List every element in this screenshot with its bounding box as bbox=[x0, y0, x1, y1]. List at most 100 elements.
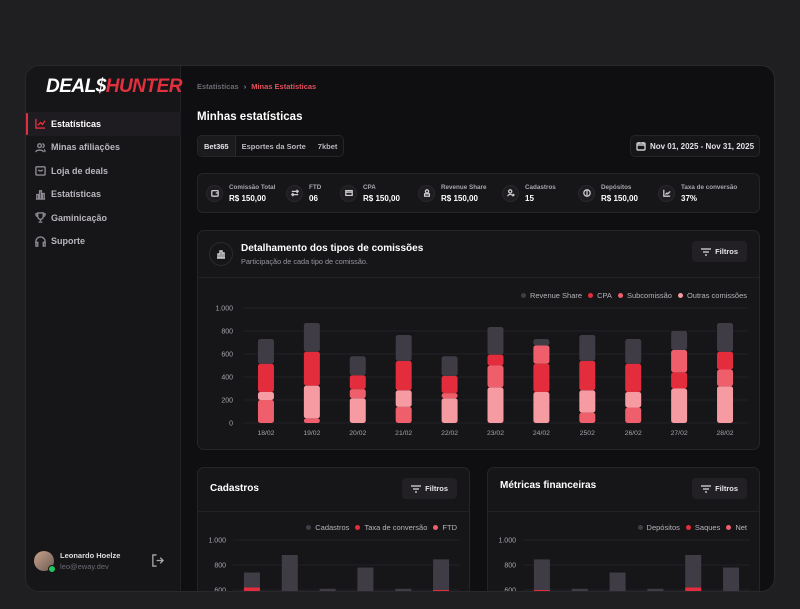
sidebar-nav: Estatísticas Minas afiliações Loja de de… bbox=[26, 112, 181, 253]
bar-segment-sub bbox=[487, 365, 504, 388]
bar-segment-sub bbox=[579, 412, 596, 423]
bar-depósitos bbox=[571, 588, 588, 591]
bar-segment-rs bbox=[257, 339, 274, 364]
bar-segment-cpa bbox=[257, 363, 274, 392]
bar-cadastros bbox=[243, 572, 260, 591]
bar-depósitos bbox=[723, 567, 740, 591]
avatar bbox=[34, 551, 56, 573]
bar-saques bbox=[685, 587, 702, 591]
sidebar-item-afiliacoes[interactable]: Minas afiliações bbox=[26, 136, 181, 160]
chart-legend: Revenue Share CPA Subcomissão Outras com… bbox=[515, 291, 747, 300]
sidebar-item-loja[interactable]: Loja de deals bbox=[26, 159, 181, 183]
y-tick-label: 800 bbox=[214, 563, 226, 570]
filter-icon bbox=[411, 484, 422, 493]
chart-line-icon bbox=[35, 119, 46, 130]
stat-label: Revenue Share bbox=[441, 183, 487, 191]
bar-depósitos bbox=[647, 588, 664, 591]
y-tick-label: 1.000 bbox=[498, 538, 516, 545]
filter-icon bbox=[701, 247, 712, 256]
x-tick-label: 18/02 bbox=[257, 430, 274, 437]
y-tick-label: 400 bbox=[221, 375, 233, 382]
bar-segment-outras bbox=[395, 390, 412, 407]
legend-subcomissao: Subcomissão bbox=[617, 291, 672, 300]
bar-segment-rs bbox=[441, 356, 458, 376]
chart-title: Detalhamento dos tipos de comissões bbox=[241, 243, 424, 254]
bar-cadastros bbox=[433, 559, 450, 591]
filters-button[interactable]: Filtros bbox=[402, 478, 457, 499]
sidebar: DEAL$HUNTER Estatísticas Minas afiliaçõe… bbox=[26, 66, 182, 591]
tab-7kbet[interactable]: 7kbet bbox=[317, 141, 338, 151]
bar-segment-outras bbox=[487, 387, 504, 423]
bar-cadastros bbox=[319, 588, 336, 591]
bar-cadastros bbox=[281, 555, 298, 591]
sidebar-item-label: Loja de deals bbox=[51, 165, 109, 176]
financial-metrics-card: Métricas financeiras Filtros Depósitos S… bbox=[487, 467, 760, 591]
card-title: Cadastros bbox=[210, 483, 259, 494]
bar-cadastros bbox=[357, 567, 374, 591]
bar-saques bbox=[533, 590, 550, 591]
sidebar-item-suporte[interactable]: Suporte bbox=[26, 230, 181, 254]
user-email: leo@eway.dev bbox=[60, 562, 109, 571]
y-tick-label: 1.000 bbox=[215, 306, 233, 313]
bar-segment-rs bbox=[487, 326, 504, 355]
bar-segment-cpa bbox=[303, 351, 320, 386]
filters-button[interactable]: Filtros bbox=[692, 241, 747, 262]
breadcrumb-parent[interactable]: Estatísticas bbox=[197, 82, 239, 91]
user-profile[interactable]: Leonardo Hoelze leo@eway.dev bbox=[34, 551, 174, 573]
bar-depósitos bbox=[685, 555, 702, 591]
bar-segment-cpa bbox=[717, 351, 734, 370]
bar-segment-cpa bbox=[625, 363, 642, 392]
sidebar-item-label: Minas afiliações bbox=[51, 142, 121, 153]
bar-segment-outras bbox=[303, 385, 320, 419]
headset-icon bbox=[35, 236, 46, 247]
bar-segment-sub bbox=[303, 418, 320, 423]
sidebar-item-estatisticas-2[interactable]: Estatísticas bbox=[26, 183, 181, 207]
y-tick-label: 600 bbox=[214, 588, 226, 593]
sidebar-item-estatisticas[interactable]: Estatísticas bbox=[26, 112, 181, 136]
stat-label: Cadastros bbox=[525, 183, 556, 191]
bar-segment-cpa bbox=[671, 372, 688, 389]
y-tick-label: 1.000 bbox=[208, 538, 226, 545]
date-range-label: Nov 01, 2025 - Nov 31, 2025 bbox=[649, 141, 755, 151]
stat-value: R$ 150,00 bbox=[601, 193, 638, 203]
bar-segment-sub bbox=[625, 407, 642, 423]
logout-icon[interactable] bbox=[151, 554, 164, 567]
stat-value: 37% bbox=[681, 193, 698, 203]
legend-cpa: CPA bbox=[588, 291, 612, 300]
stat-taxa-de-convers-o: Taxa de conversão 37% bbox=[658, 184, 738, 203]
bar-segment-outras bbox=[441, 398, 458, 423]
y-tick-label: 200 bbox=[221, 398, 233, 405]
bar-segment-outras bbox=[257, 391, 274, 400]
tab-bet365[interactable]: Bet365 bbox=[198, 136, 236, 156]
chart-subtitle: Participação de cada tipo de comissão. bbox=[241, 257, 368, 266]
y-tick-label: 800 bbox=[504, 563, 516, 570]
legend-revenue-share: Revenue Share bbox=[520, 291, 582, 300]
sidebar-item-label: Gaminicação bbox=[51, 212, 108, 223]
bar-chart-icon bbox=[35, 189, 46, 200]
bar-segment-cpa bbox=[579, 360, 596, 391]
commission-bar-chart: 0 200 400 600 800 1.000 18/02 19/02 20/02 21/02 22… bbox=[215, 306, 748, 437]
trophy-icon bbox=[35, 212, 46, 224]
x-tick-label: 28/02 bbox=[717, 430, 734, 437]
bar-depósitos bbox=[533, 559, 550, 591]
legend-outras: Outras comissões bbox=[677, 291, 747, 300]
filters-label: Filtros bbox=[715, 247, 738, 256]
sidebar-item-gaminicacao[interactable]: Gaminicação bbox=[26, 206, 181, 230]
y-tick-label: 0 bbox=[229, 421, 233, 428]
user-plus-icon bbox=[502, 184, 519, 202]
users-icon bbox=[35, 142, 46, 153]
bar-segment-outras bbox=[533, 391, 550, 423]
bar-segment-rs bbox=[579, 335, 596, 361]
bar-segment-outras bbox=[579, 390, 596, 413]
bar-cadastros bbox=[395, 588, 412, 591]
tab-esportes-da-sorte[interactable]: Esportes da Sorte bbox=[241, 141, 306, 151]
stat-label: CPA bbox=[363, 183, 376, 191]
user-name: Leonardo Hoelze bbox=[60, 551, 121, 560]
bar-segment-rs bbox=[533, 339, 550, 346]
commission-chart-card: Detalhamento dos tipos de comissões Part… bbox=[197, 230, 760, 450]
filters-button[interactable]: Filtros bbox=[692, 478, 747, 499]
stat-value: R$ 150,00 bbox=[229, 193, 266, 203]
date-range-picker[interactable]: Nov 01, 2025 - Nov 31, 2025 bbox=[630, 135, 760, 157]
bar-segment-cpa bbox=[349, 375, 366, 390]
bar-ftd bbox=[243, 587, 260, 591]
